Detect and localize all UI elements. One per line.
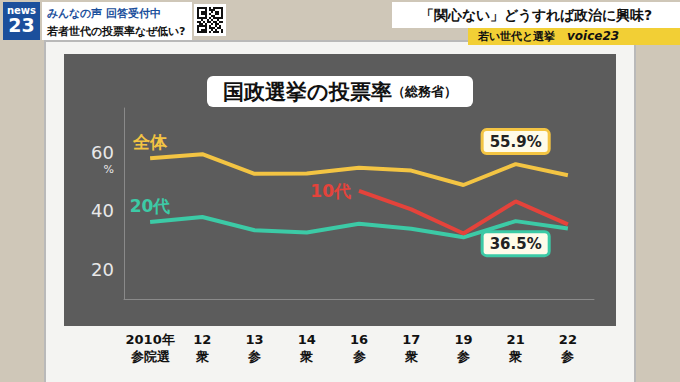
svg-text:参: 参 <box>352 349 366 364</box>
svg-text:（総務省）: （総務省） <box>392 84 457 99</box>
svg-text:16: 16 <box>350 332 368 347</box>
html-text:news: news <box>7 5 36 16</box>
svg-text:55.9%: 55.9% <box>490 133 542 151</box>
svg-text:参: 参 <box>560 349 574 364</box>
html-text:みんなの声 回答受付中: みんなの声 回答受付中 <box>47 7 161 20</box>
svg-text:20: 20 <box>91 259 114 280</box>
svg-text:参: 参 <box>456 349 470 364</box>
svg-text:40: 40 <box>91 200 114 221</box>
svg-text:%: % <box>104 163 114 176</box>
html-text:23: 23 <box>8 14 35 36</box>
svg-text:14: 14 <box>298 332 316 347</box>
svg-text:10代: 10代 <box>310 181 351 201</box>
svg-text:17: 17 <box>402 332 420 347</box>
svg-text:参: 参 <box>247 349 261 364</box>
svg-text:12: 12 <box>193 332 211 347</box>
svg-text:20代: 20代 <box>130 196 171 216</box>
html-text:voice23: voice23 <box>567 29 620 43</box>
html-text:若い世代と選挙: 若い世代と選挙 <box>478 30 555 43</box>
svg-text:60: 60 <box>91 142 114 163</box>
svg-text:国政選挙の投票率: 国政選挙の投票率 <box>223 80 392 104</box>
svg-text:衆: 衆 <box>404 349 418 364</box>
svg-text:36.5%: 36.5% <box>490 235 542 253</box>
html-text:「関心ない」どうすれば政治に興味?: 「関心ない」どうすれば政治に興味? <box>419 7 653 23</box>
svg-text:2010年: 2010年 <box>126 332 175 347</box>
html-text:若者世代の投票率なぜ低い?: 若者世代の投票率なぜ低い? <box>47 25 186 38</box>
svg-text:衆: 衆 <box>299 349 313 364</box>
svg-text:全体: 全体 <box>132 132 168 152</box>
svg-text:22: 22 <box>559 332 577 347</box>
svg-text:19: 19 <box>454 332 472 347</box>
svg-text:参院選: 参院選 <box>130 349 171 364</box>
svg-text:衆: 衆 <box>508 349 522 364</box>
svg-text:13: 13 <box>246 332 264 347</box>
svg-text:21: 21 <box>507 332 525 347</box>
svg-text:衆: 衆 <box>195 349 209 364</box>
